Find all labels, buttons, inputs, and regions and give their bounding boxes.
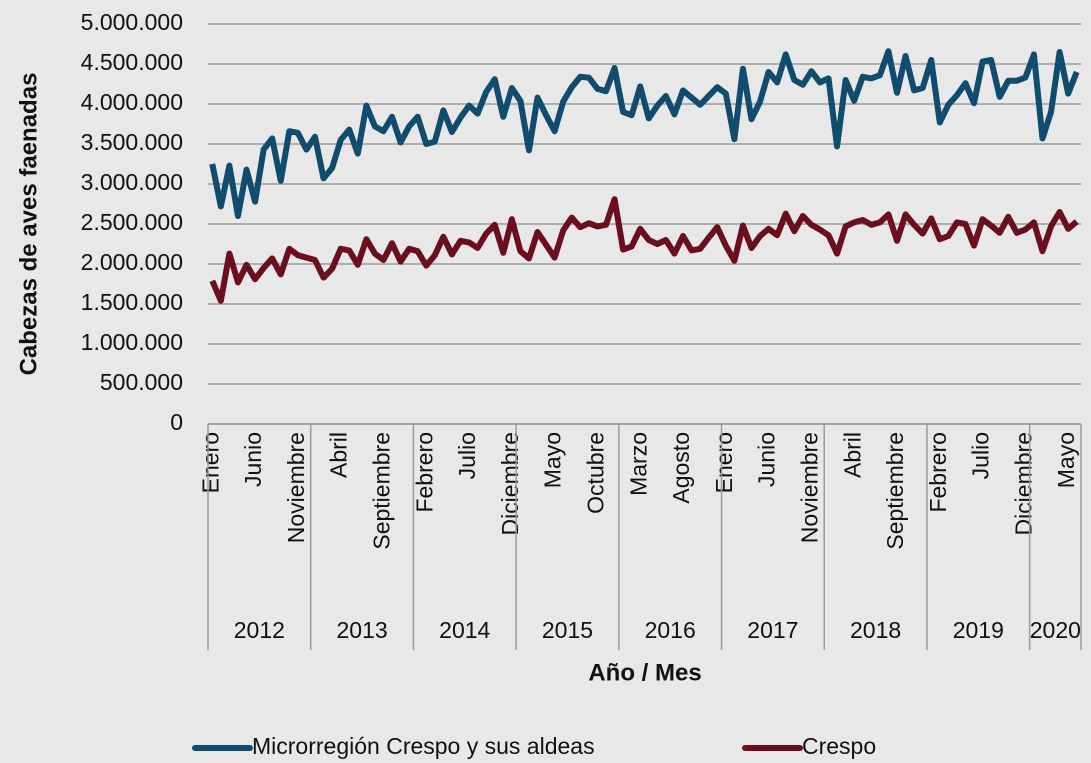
- year-label: 2015: [542, 617, 593, 643]
- y-tick-label: 1.000.000: [81, 329, 183, 355]
- legend-label: Crespo: [802, 733, 876, 759]
- x-tick-label: Mayo: [540, 432, 566, 488]
- x-tick-label: Septiembre: [369, 432, 395, 550]
- x-tick-label: Febrero: [411, 432, 437, 513]
- y-tick-label: 3.500.000: [81, 129, 183, 155]
- x-tick-label: Abril: [839, 432, 865, 478]
- x-axis-title: Año / Mes: [588, 659, 701, 686]
- x-tick-label: Julio: [968, 432, 994, 479]
- y-tick-label: 500.000: [100, 369, 183, 395]
- x-tick-label: Mayo: [1053, 432, 1079, 488]
- year-label: 2018: [850, 617, 901, 643]
- year-label: 2016: [645, 617, 696, 643]
- y-tick-label: 2.500.000: [81, 209, 183, 235]
- x-tick-label: Marzo: [625, 432, 651, 496]
- x-tick-label: Julio: [454, 432, 480, 479]
- y-tick-label: 0: [170, 409, 183, 435]
- y-tick-label: 3.000.000: [81, 169, 183, 195]
- year-label: 2014: [439, 617, 490, 643]
- year-label: 2013: [336, 617, 387, 643]
- y-tick-label: 4.000.000: [81, 89, 183, 115]
- series-line: [209, 48, 1080, 219]
- x-tick-label: Enero: [711, 432, 737, 493]
- x-tick-label: Septiembre: [882, 432, 908, 550]
- year-label: 2019: [953, 617, 1004, 643]
- year-label: 2012: [234, 617, 285, 643]
- x-tick-label: Junio: [240, 432, 266, 487]
- series-line: [209, 196, 1079, 304]
- y-tick-label: 1.500.000: [81, 289, 183, 315]
- y-tick-label: 4.500.000: [81, 49, 183, 75]
- x-tick-label: Enero: [197, 432, 223, 493]
- x-tick-label: Octubre: [583, 432, 609, 514]
- x-tick-label: Diciembre: [497, 432, 523, 536]
- x-tick-label: Noviembre: [796, 432, 822, 543]
- x-tick-label: Noviembre: [283, 432, 309, 543]
- x-tick-label: Abril: [326, 432, 352, 478]
- y-tick-label: 2.000.000: [81, 249, 183, 275]
- x-tick-label: Agosto: [668, 432, 694, 504]
- x-tick-label: Febrero: [925, 432, 951, 513]
- y-axis-title: Cabezas de aves faenadas: [15, 73, 42, 376]
- year-label: 2020: [1030, 617, 1081, 643]
- x-tick-label: Diciembre: [1010, 432, 1036, 536]
- x-tick-label: Junio: [754, 432, 780, 487]
- legend-label: Microrregión Crespo y sus aldeas: [252, 733, 595, 759]
- y-tick-label: 5.000.000: [81, 9, 183, 35]
- year-label: 2017: [747, 617, 798, 643]
